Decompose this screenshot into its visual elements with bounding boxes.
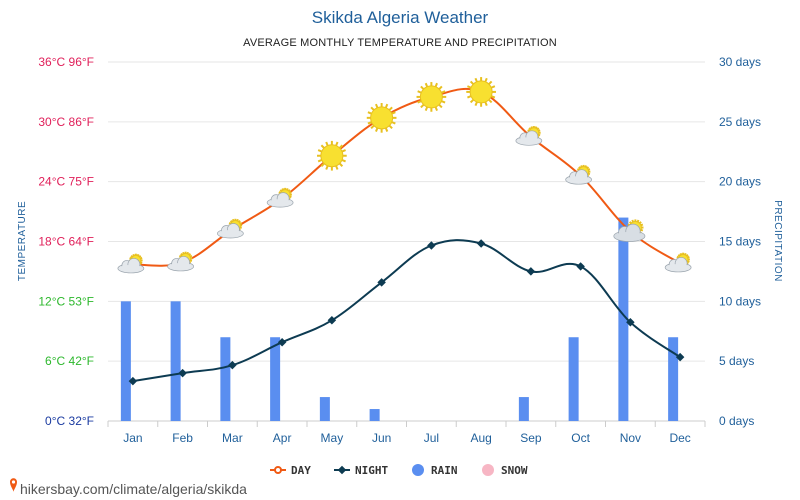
night-point	[576, 262, 585, 271]
y-right-tick-label: 0 days	[719, 414, 754, 428]
x-tick-label: May	[321, 431, 344, 445]
rain-bar	[270, 337, 281, 421]
rain-bar	[518, 397, 529, 421]
weather-icons	[117, 77, 692, 274]
rain-bar	[319, 397, 330, 421]
y-left-tick-label: 18°C 64°F	[38, 235, 94, 249]
night-point	[427, 241, 436, 250]
y-left-tick-label: 6°C 42°F	[45, 354, 94, 368]
grid-lines	[107, 61, 706, 427]
x-axis-ticks: Jan Feb Mar Apr May Jun Jul Aug Sep Oct Nov Dec	[123, 431, 691, 445]
legend-label: NIGHT	[355, 464, 388, 477]
source-text: hikersbay.com/climate/algeria/skikda	[20, 481, 247, 497]
y-right-tick-label: 30 days	[719, 55, 761, 69]
x-tick-label: Sep	[520, 431, 542, 445]
rain-bar	[568, 337, 579, 421]
partly-cloudy-icon	[266, 187, 294, 208]
night-line	[132, 239, 681, 383]
y-right-axis-title: PRECIPITATION	[772, 200, 783, 282]
night-point	[178, 368, 187, 378]
x-tick-label: Nov	[620, 431, 641, 445]
sun-icon	[366, 102, 397, 133]
y-left-tick-label: 36°C 96°F	[38, 55, 94, 69]
source-link[interactable]: hikersbay.com/climate/algeria/skikda	[10, 478, 247, 497]
rain-bar	[618, 217, 629, 421]
rain-bar	[170, 301, 181, 421]
y-right-tick-label: 15 days	[719, 235, 761, 249]
legend-label: DAY	[291, 464, 311, 477]
rain-bar	[120, 301, 131, 421]
night-point	[277, 337, 287, 347]
day-line	[132, 87, 681, 267]
partly-cloudy-icon	[217, 218, 244, 239]
rain-bar	[220, 337, 231, 421]
y-left-tick-label: 24°C 75°F	[38, 175, 94, 189]
legend-label: RAIN	[431, 464, 458, 477]
left-axis-ticks: 0°C 32°F 6°C 42°F 12°C 53°F 18°C 64°F 24°C 7…	[38, 55, 94, 428]
night-point	[128, 376, 138, 386]
y-right-tick-label: 5 days	[719, 354, 754, 368]
legend-item-rain[interactable]: RAIN	[412, 464, 458, 477]
x-tick-label: Mar	[222, 431, 243, 445]
legend-item-snow[interactable]: SNOW	[482, 464, 528, 477]
x-tick-label: Aug	[470, 431, 491, 445]
legend-item-day[interactable]: DAY	[270, 464, 311, 477]
night-point	[327, 316, 337, 325]
night-point	[626, 318, 635, 327]
y-left-axis-title: TEMPERATURE	[17, 201, 28, 281]
cloudy-sun-icon	[613, 219, 646, 242]
partly-cloudy-icon	[565, 164, 592, 185]
location-pin-icon	[10, 478, 17, 492]
partly-cloudy-icon	[664, 252, 692, 273]
y-right-tick-label: 20 days	[719, 175, 761, 189]
temperature-lines	[128, 87, 685, 386]
night-point	[526, 267, 536, 276]
chart-subtitle: AVERAGE MONTHLY TEMPERATURE AND PRECIPIT…	[243, 37, 557, 49]
sun-icon	[317, 140, 347, 171]
x-tick-label: Apr	[273, 431, 292, 445]
x-tick-label: Dec	[669, 431, 690, 445]
rain-bar	[668, 337, 679, 421]
legend-item-night[interactable]: NIGHT	[334, 464, 388, 477]
x-tick-label: Jul	[424, 431, 439, 445]
night-point	[228, 360, 237, 370]
y-left-tick-label: 30°C 86°F	[38, 115, 94, 129]
sun-icon	[466, 77, 496, 107]
rain-bars	[120, 217, 679, 421]
rain-bar	[369, 409, 380, 421]
partly-cloudy-icon	[515, 126, 543, 146]
night-point	[377, 278, 386, 287]
legend: DAY NIGHT RAIN SNOW	[270, 464, 528, 477]
y-left-tick-label: 12°C 53°F	[38, 294, 94, 308]
x-tick-label: Oct	[571, 431, 590, 445]
x-tick-label: Feb	[172, 431, 193, 445]
night-point	[675, 352, 685, 362]
partly-cloudy-icon	[167, 251, 194, 272]
partly-cloudy-icon	[117, 253, 145, 274]
x-tick-label: Jun	[372, 431, 391, 445]
y-right-tick-label: 10 days	[719, 294, 761, 308]
sun-icon	[416, 82, 447, 112]
y-right-tick-label: 25 days	[719, 115, 761, 129]
y-left-tick-label: 0°C 32°F	[45, 414, 94, 428]
x-tick-label: Jan	[123, 431, 142, 445]
chart-title: Skikda Algeria Weather	[312, 8, 489, 27]
right-axis-ticks: 0 days 5 days 10 days 15 days 20 days 25 days…	[719, 55, 761, 428]
night-point	[476, 239, 486, 248]
legend-label: SNOW	[501, 464, 528, 477]
